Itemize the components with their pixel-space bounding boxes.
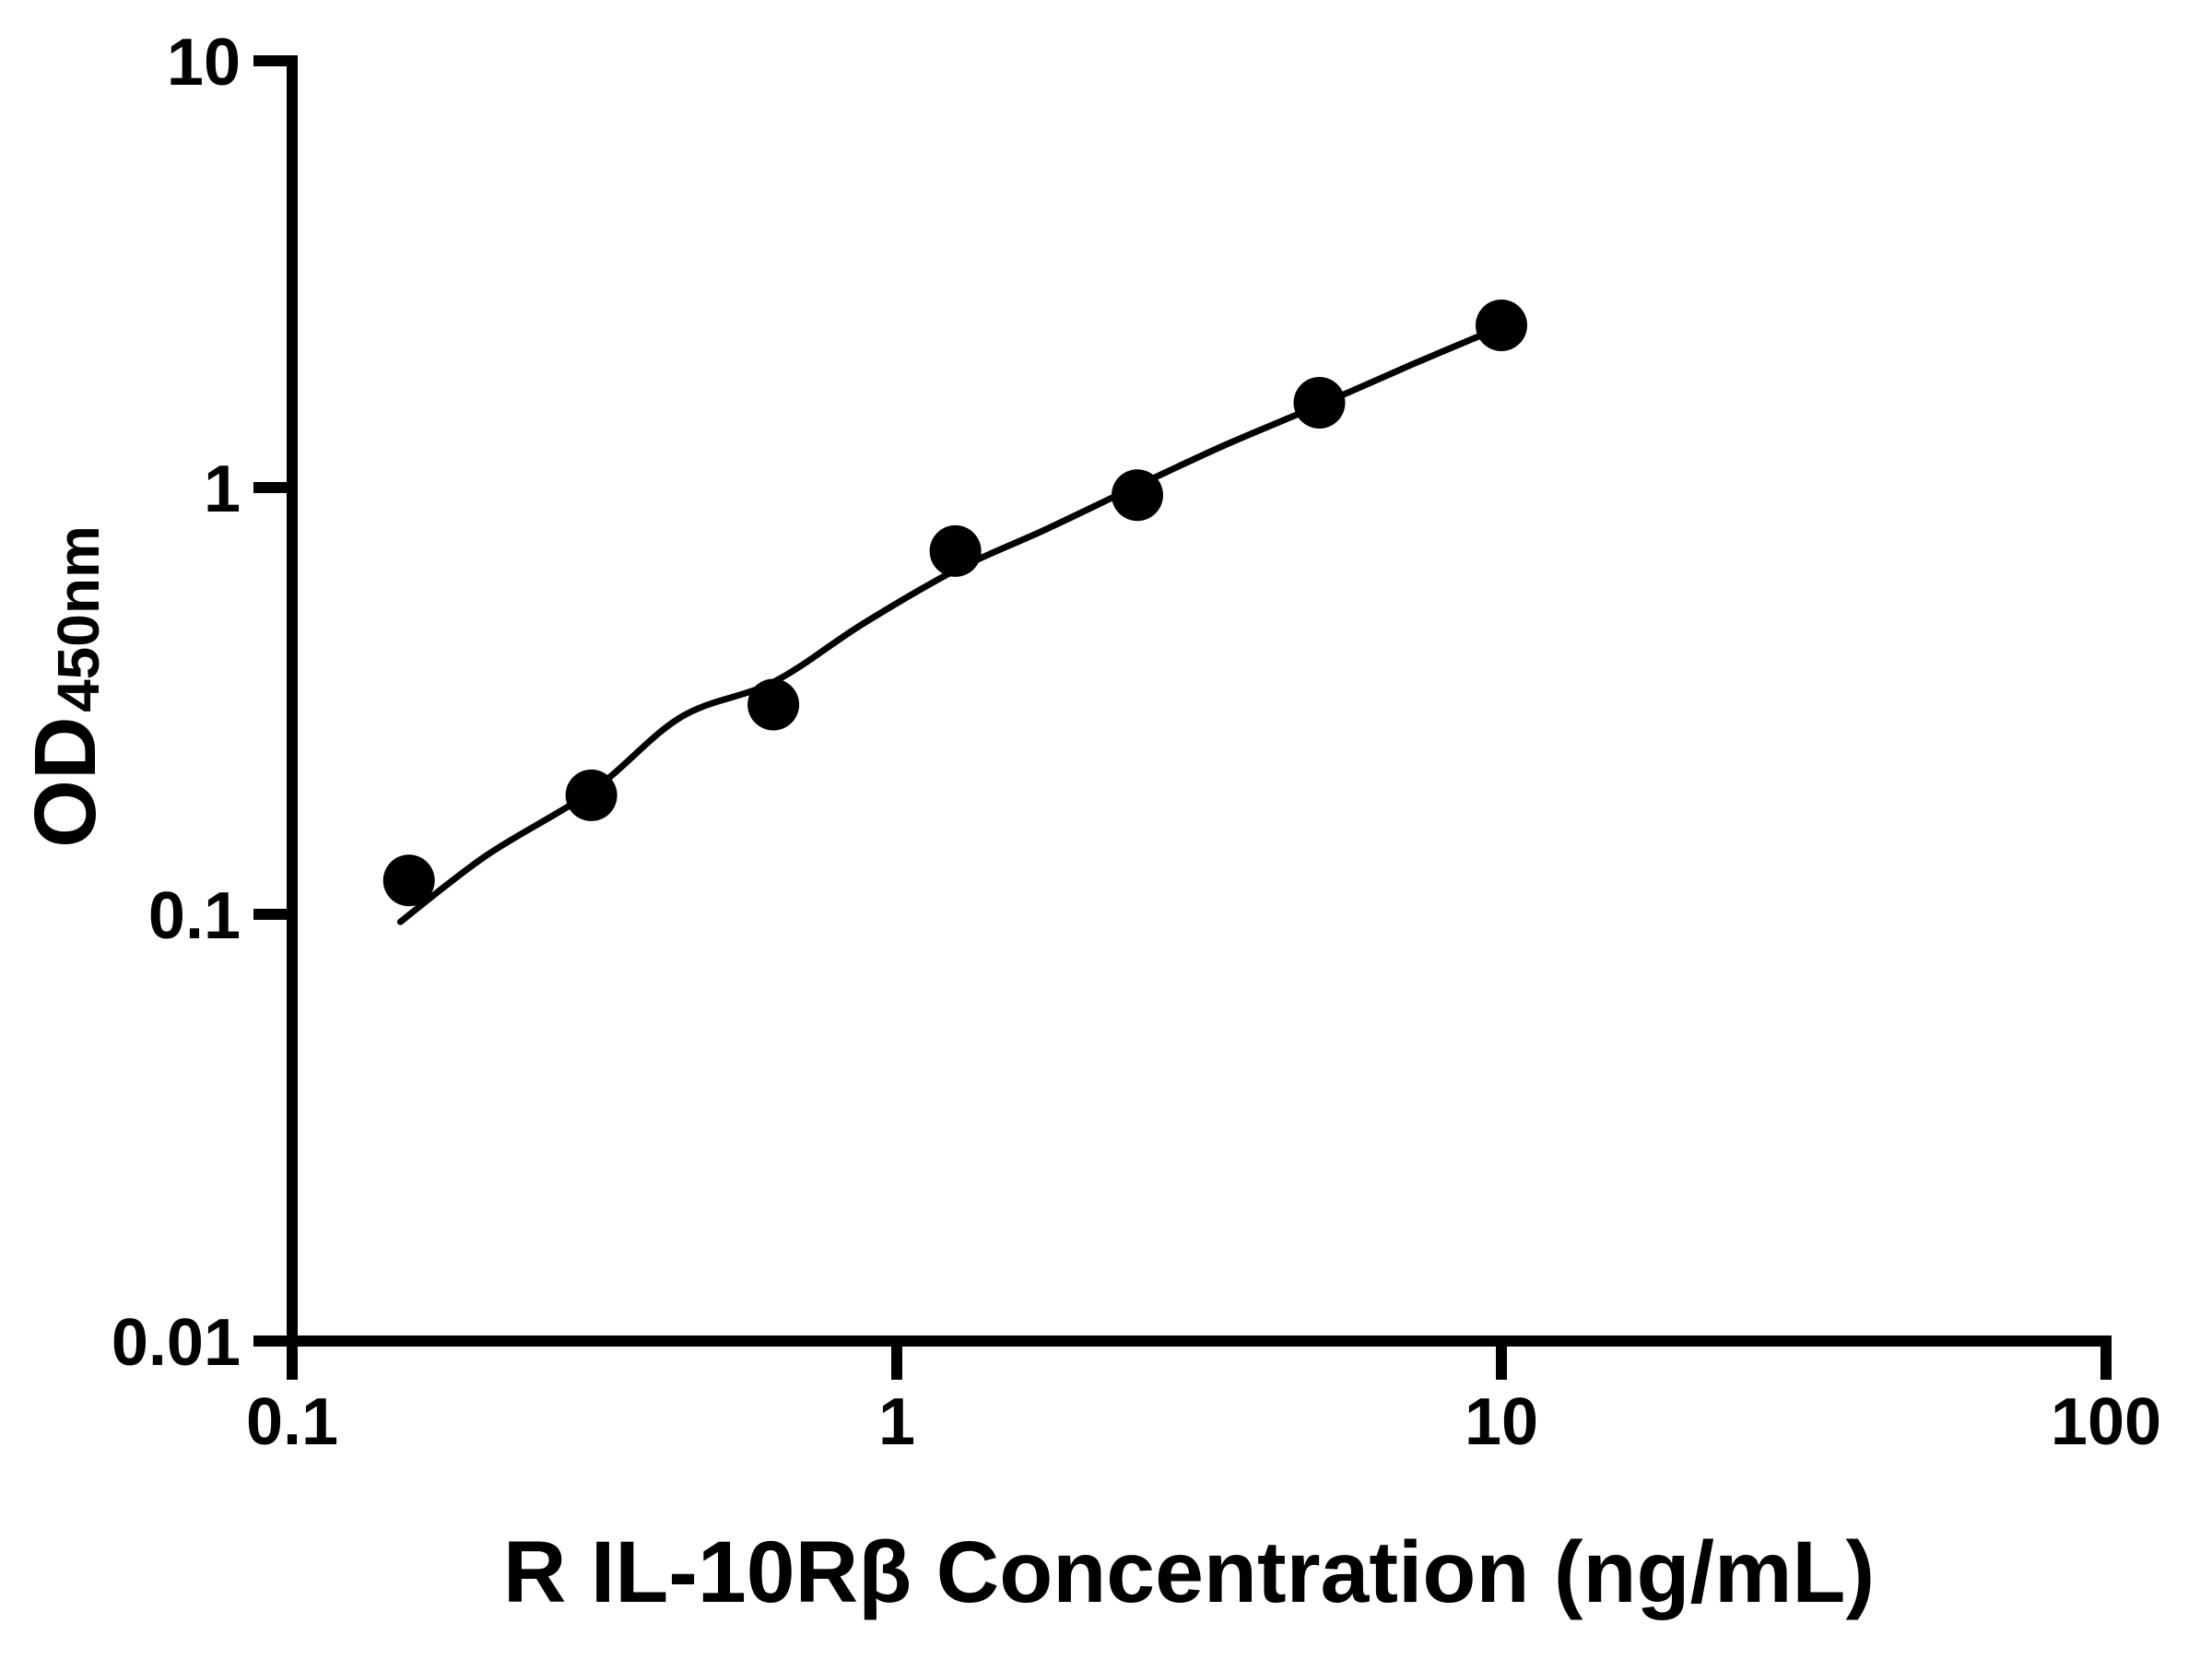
data-point (747, 678, 800, 731)
x-tick-label: 10 (1465, 1385, 1538, 1459)
y-axis-title: OD 450nm (17, 525, 114, 848)
y-tick-label: 0.01 (112, 1306, 241, 1380)
series-layer (382, 300, 1527, 925)
x-tick-label: 100 (2051, 1385, 2161, 1459)
y-tick-label: 10 (167, 26, 241, 100)
y-axis-title-subscript: 450nm (45, 525, 112, 712)
x-tick-label: 1 (878, 1385, 915, 1459)
x-tick-label: 0.1 (246, 1385, 338, 1459)
y-axis-title-main: OD (17, 716, 114, 848)
fit-curve-path (396, 324, 1505, 925)
y-tick-label: 1 (204, 453, 241, 526)
data-point (382, 854, 435, 907)
x-axis-title: R IL-10Rβ Concentration (ng/mL) (503, 1524, 1875, 1621)
y-tick-label: 0.1 (148, 879, 241, 953)
